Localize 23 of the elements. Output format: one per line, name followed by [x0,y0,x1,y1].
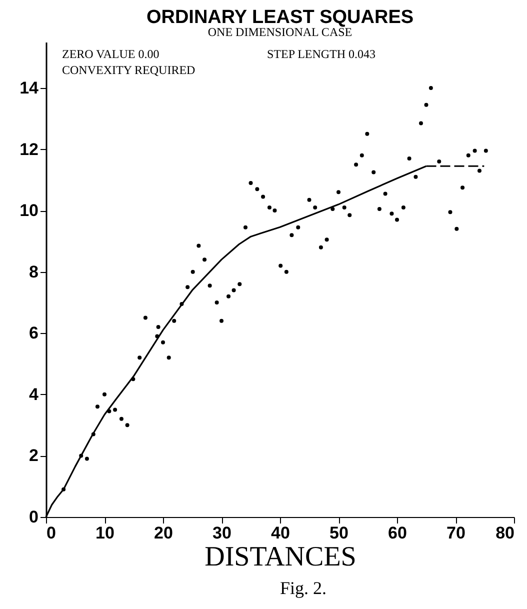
x-tick-label: 40 [271,524,290,542]
y-tick-label: 6 [29,324,38,343]
caption: Fig. 2. [280,578,327,598]
y-tick-label: 4 [29,384,40,404]
y-tick-label: 10 [20,201,38,220]
x-axis-title: DISTANCES [204,542,356,572]
y-tick-label: 2 [29,446,38,466]
x-tick-label: 0 [46,524,56,542]
x-tick-label: 50 [330,524,348,542]
y-tick-label: 12 [20,140,38,159]
x-tick-label: 20 [154,524,173,542]
y-tick-label: 0 [29,508,38,526]
x-tick-label: 60 [388,524,407,542]
y-tick-label: 8 [29,262,38,282]
chart-title: ORDINARY LEAST SQUARES [146,7,414,28]
x-tick-label: 80 [496,524,514,542]
annotation: STEP LENGTH 0.043 [267,47,376,61]
x-tick-label: 30 [212,524,232,542]
y-tick-label: 14 [20,78,40,98]
annotation: CONVEXITY REQUIRED [62,63,196,77]
x-tick-label: 70 [446,524,466,542]
x-tick-label: 10 [96,524,114,542]
annotation: ZERO VALUE 0.00 [62,47,160,61]
